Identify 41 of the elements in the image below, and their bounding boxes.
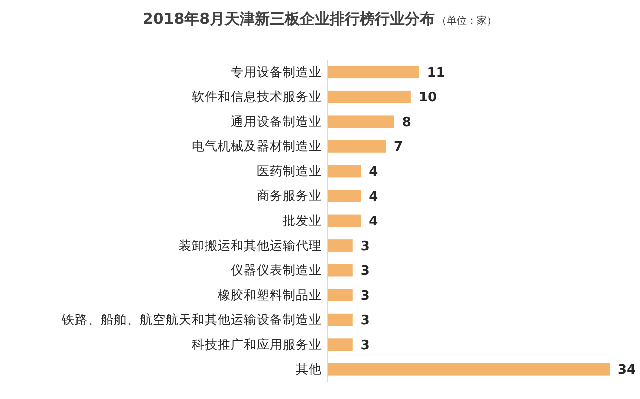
bar [328, 190, 362, 202]
bar [328, 289, 353, 302]
data-label: 3 [360, 239, 370, 254]
data-label: 34 [618, 363, 636, 378]
data-label: 11 [427, 66, 446, 81]
chart-subtitle: （单位：家） [437, 15, 498, 27]
bar [328, 214, 362, 228]
data-label: 3 [360, 264, 370, 280]
data-label: 4 [369, 214, 378, 230]
y-tick-label: 橡胶和塑料制品业 [218, 287, 322, 302]
bar [328, 363, 610, 376]
y-tick-label: 专用设备制造业 [231, 64, 322, 80]
data-label: 3 [360, 338, 370, 354]
data-label: 10 [418, 90, 438, 106]
data-label: 3 [360, 288, 370, 304]
bar [328, 264, 353, 277]
bar [328, 314, 353, 326]
y-tick-label: 商务服务业 [257, 188, 322, 204]
bar [328, 140, 386, 153]
bar [328, 66, 420, 79]
data-label: 4 [369, 190, 378, 205]
data-label: 8 [402, 115, 412, 130]
y-tick-label: 通用设备制造业 [231, 114, 322, 129]
y-tick-label: 电气机械及器材制造业 [192, 138, 322, 154]
y-tick-label: 软件和信息技术服务业 [192, 89, 322, 104]
bar [328, 90, 411, 104]
y-tick-label: 仪器仪表制造业 [231, 262, 322, 278]
bar [328, 165, 362, 178]
y-tick-label: 其他 [296, 362, 322, 377]
y-tick-label: 医药制造业 [257, 163, 322, 178]
chart-title: 2018年8月天津新三板企业排行榜行业分布 [142, 10, 436, 28]
y-tick-label: 装卸搬运和其他运输代理 [179, 238, 322, 253]
bar [328, 338, 353, 352]
data-label: 4 [369, 165, 378, 180]
y-tick-label: 铁路、船舶、航空航天和其他运输设备制造业 [61, 312, 322, 328]
data-label: 7 [394, 140, 404, 156]
bar [328, 116, 394, 128]
data-label: 3 [360, 314, 370, 329]
y-tick-label: 批发业 [283, 213, 322, 228]
bar [328, 240, 353, 252]
y-tick-label: 科技推广和应用服务业 [192, 336, 322, 352]
